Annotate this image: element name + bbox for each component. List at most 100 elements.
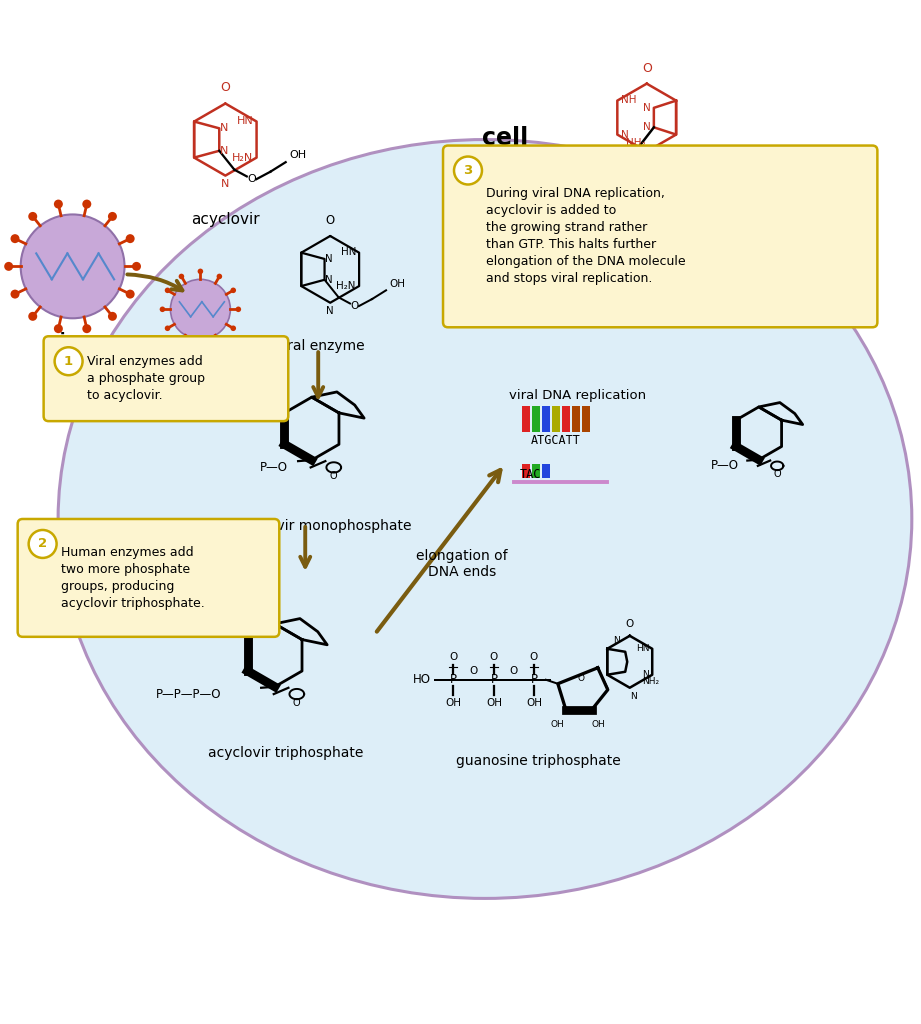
Text: HN: HN xyxy=(635,644,649,653)
Circle shape xyxy=(29,312,37,321)
Circle shape xyxy=(20,214,124,318)
Text: N: N xyxy=(649,155,658,165)
Text: viral enzyme: viral enzyme xyxy=(275,339,365,353)
Text: N: N xyxy=(325,274,333,285)
Text: N: N xyxy=(643,671,649,679)
Text: O: O xyxy=(470,666,478,676)
Circle shape xyxy=(165,326,170,331)
Circle shape xyxy=(236,306,241,312)
Text: acyclovir: acyclovir xyxy=(191,212,260,227)
FancyBboxPatch shape xyxy=(17,519,279,637)
Text: N: N xyxy=(220,123,228,133)
Text: OH: OH xyxy=(289,151,307,161)
Text: viral DNA replication: viral DNA replication xyxy=(509,389,647,402)
Circle shape xyxy=(54,347,83,375)
Text: human
enzymes: human enzymes xyxy=(217,530,279,561)
Text: H₂N: H₂N xyxy=(231,153,252,163)
Text: O: O xyxy=(449,651,457,662)
Circle shape xyxy=(82,200,91,209)
Text: NH₂: NH₂ xyxy=(626,138,646,148)
Text: HN: HN xyxy=(237,116,253,126)
Bar xyxy=(522,407,530,432)
Bar xyxy=(532,407,541,432)
FancyBboxPatch shape xyxy=(43,336,288,421)
Circle shape xyxy=(179,273,184,280)
Circle shape xyxy=(230,288,236,293)
Circle shape xyxy=(454,157,482,184)
Text: OH: OH xyxy=(526,697,542,708)
Text: 1: 1 xyxy=(64,354,73,368)
Circle shape xyxy=(29,530,56,558)
Text: O: O xyxy=(616,156,624,166)
Bar xyxy=(582,407,590,432)
Text: O: O xyxy=(530,651,538,662)
Text: O: O xyxy=(247,174,256,184)
Text: H₂N: H₂N xyxy=(336,281,356,291)
Text: NH₂: NH₂ xyxy=(642,677,659,686)
Bar xyxy=(562,407,570,432)
Text: guanosine: guanosine xyxy=(595,226,674,242)
Text: O: O xyxy=(577,674,584,683)
Text: O: O xyxy=(510,666,518,676)
Text: N: N xyxy=(643,122,651,132)
Bar xyxy=(532,464,541,478)
Circle shape xyxy=(159,306,165,312)
Text: OH: OH xyxy=(627,200,642,210)
Text: P: P xyxy=(449,673,457,686)
Circle shape xyxy=(29,212,37,221)
Text: N: N xyxy=(622,130,629,139)
Circle shape xyxy=(53,200,63,209)
Text: O: O xyxy=(350,301,358,311)
Text: P: P xyxy=(530,673,537,686)
Circle shape xyxy=(125,290,134,299)
Circle shape xyxy=(125,234,134,243)
Text: P—P—P—O: P—P—P—O xyxy=(156,687,221,700)
Text: OH: OH xyxy=(592,720,605,729)
Circle shape xyxy=(198,344,204,350)
Circle shape xyxy=(216,273,222,280)
Text: O: O xyxy=(490,651,498,662)
Text: Viral enzymes add
a phosphate group
to acyclovir.: Viral enzymes add a phosphate group to a… xyxy=(87,355,204,402)
Text: HN: HN xyxy=(341,247,356,257)
Text: P: P xyxy=(491,673,497,686)
Text: OH: OH xyxy=(550,720,564,729)
Text: N: N xyxy=(325,254,333,264)
Bar xyxy=(542,407,551,432)
Text: N: N xyxy=(326,306,334,316)
Text: N: N xyxy=(630,692,636,700)
Ellipse shape xyxy=(58,139,912,898)
Circle shape xyxy=(170,280,230,339)
Text: cell: cell xyxy=(482,126,528,150)
Text: HO: HO xyxy=(568,150,583,160)
Text: OH: OH xyxy=(486,697,502,708)
Text: NH: NH xyxy=(622,94,636,104)
Text: OH: OH xyxy=(445,697,461,708)
Text: virus: virus xyxy=(50,332,96,350)
Text: Human enzymes add
two more phosphate
groups, producing
acyclovir triphosphate.: Human enzymes add two more phosphate gro… xyxy=(61,546,204,610)
Text: O: O xyxy=(293,697,300,708)
FancyBboxPatch shape xyxy=(443,145,878,328)
Circle shape xyxy=(108,212,117,221)
Text: acyclovir monophosphate: acyclovir monophosphate xyxy=(232,519,412,532)
Circle shape xyxy=(165,288,170,293)
Text: elongation of
DNA ends: elongation of DNA ends xyxy=(416,549,507,579)
Circle shape xyxy=(82,325,91,333)
Bar xyxy=(522,464,530,478)
Text: 2: 2 xyxy=(38,538,47,551)
Text: N: N xyxy=(643,102,651,113)
Text: TAC: TAC xyxy=(520,468,542,481)
Circle shape xyxy=(216,339,222,345)
Text: O: O xyxy=(330,471,338,481)
Text: O: O xyxy=(642,61,652,75)
Text: OH: OH xyxy=(390,279,405,289)
Text: N: N xyxy=(221,179,229,189)
Text: ATGCATT: ATGCATT xyxy=(530,434,581,447)
Bar xyxy=(552,407,560,432)
Text: guanosine triphosphate: guanosine triphosphate xyxy=(456,754,620,768)
Circle shape xyxy=(10,234,19,243)
Text: O: O xyxy=(220,81,230,94)
Text: N: N xyxy=(613,636,620,645)
Circle shape xyxy=(198,268,204,274)
Text: acyclovir triphosphate: acyclovir triphosphate xyxy=(207,745,363,760)
Circle shape xyxy=(132,262,141,271)
